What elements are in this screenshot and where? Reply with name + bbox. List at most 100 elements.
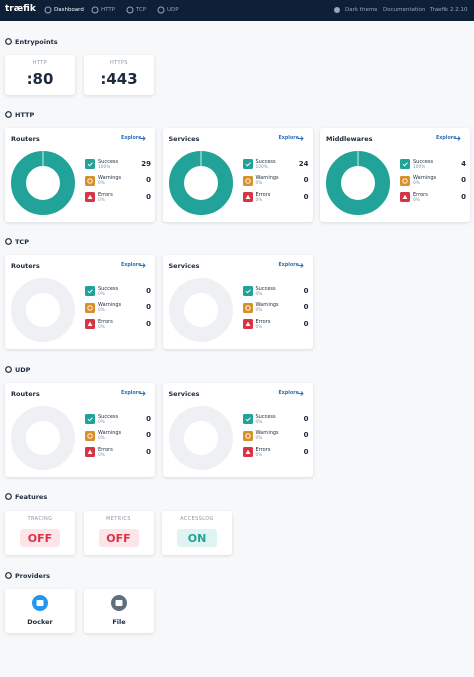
explore-link[interactable]: Explore: [278, 136, 299, 141]
section-title: Entrypoints: [15, 37, 58, 46]
status-icon: [85, 319, 95, 329]
section-icon: [5, 111, 12, 118]
status-count: 24: [298, 159, 309, 168]
explore-link[interactable]: Explore: [278, 263, 299, 268]
status-icon: [242, 302, 253, 313]
status-count: 0: [146, 319, 151, 328]
status-icon: [85, 302, 95, 313]
donut: [11, 406, 75, 470]
status-icon: [242, 430, 253, 441]
status-percent: 100%: [255, 164, 268, 170]
entrypoint-card: HTTPS:443: [84, 55, 154, 95]
status-percent: 0%: [255, 419, 263, 425]
status-icon: [85, 286, 95, 296]
provider-name: File: [112, 618, 126, 626]
documentation-link[interactable]: Documentation: [383, 6, 426, 13]
status-count: 0: [303, 192, 309, 201]
feature-state: OFF: [106, 532, 131, 545]
status-label: Success: [413, 158, 434, 165]
status-label: Warnings: [98, 430, 122, 436]
status-percent: 0%: [255, 181, 263, 186]
status-icon: [242, 319, 253, 329]
status-label: Warnings: [255, 175, 279, 181]
tab-icon: [126, 6, 134, 14]
status-label: Warnings: [98, 302, 122, 308]
dark-theme-toggle[interactable]: Dark theme: [345, 6, 378, 13]
section-icon: [5, 238, 12, 245]
status-count: 0: [303, 431, 309, 439]
nav-tab[interactable]: TCP: [136, 6, 147, 13]
status-label: Errors: [98, 191, 113, 198]
status-percent: 0%: [413, 181, 420, 186]
status-percent: 100%: [413, 164, 426, 170]
status-count: 0: [146, 431, 151, 439]
status-count: 0: [146, 192, 151, 201]
status-percent: 0%: [413, 197, 420, 203]
status-percent: 0%: [98, 308, 105, 313]
status-icon: [242, 175, 253, 186]
card-title: Services: [168, 390, 200, 398]
donut: [326, 151, 390, 215]
status-icon: [400, 159, 410, 169]
tab-icon: [44, 6, 52, 14]
feature-name: ACCESSLOG: [180, 517, 214, 522]
status-icon: [400, 175, 410, 186]
entrypoint-address: :80: [26, 70, 54, 88]
nav-tab[interactable]: Dashboard: [54, 6, 84, 13]
donut: [168, 151, 233, 215]
provider-icon: [111, 595, 127, 611]
status-label: Errors: [255, 318, 271, 325]
status-count: 0: [146, 414, 151, 423]
status-count: 0: [146, 447, 151, 456]
status-count: 0: [146, 303, 151, 311]
feature-card: TRACING OFF: [5, 511, 75, 555]
status-percent: 0%: [98, 324, 105, 330]
status-label: Success: [98, 285, 119, 292]
status-count: 0: [303, 286, 309, 295]
explore-link[interactable]: Explore: [121, 263, 142, 268]
top-nav: træfik Dashboard HTTP TCP UDP Dark theme Docum…: [0, 0, 474, 21]
feature-card: METRICS OFF: [83, 511, 154, 555]
arrow-icon: [297, 263, 304, 268]
status-icon: [85, 447, 95, 457]
status-percent: 0%: [98, 419, 105, 425]
donut: [11, 151, 75, 215]
status-percent: 0%: [255, 324, 263, 330]
status-icon: [85, 159, 95, 169]
stats-card: Services Explore Success 100% 24 Warnings 0% 0 E…: [162, 128, 313, 222]
card-title: Routers: [11, 390, 40, 398]
status-icon: [242, 192, 253, 202]
donut-track: [11, 278, 75, 342]
status-percent: 0%: [98, 197, 105, 203]
status-count: 0: [303, 447, 309, 456]
explore-link[interactable]: Explore: [121, 391, 142, 396]
donut-track: [11, 406, 75, 470]
card-title: Services: [168, 262, 200, 270]
status-label: Errors: [98, 446, 113, 453]
feature-badge: OFF: [98, 529, 139, 547]
nav-tab[interactable]: UDP: [167, 6, 179, 13]
status-percent: 0%: [255, 197, 263, 203]
status-label: Success: [255, 158, 276, 165]
section-icon: [5, 366, 12, 373]
explore-link[interactable]: Explore: [436, 136, 457, 141]
explore-link[interactable]: Explore: [278, 391, 299, 396]
status-icon: [85, 192, 95, 202]
status-icon: [400, 192, 410, 202]
stats-card: Middlewares Explore Success 100% 4 Warnings 0%…: [320, 128, 470, 222]
donut: [11, 278, 75, 342]
entrypoint-name: HTTPS: [110, 61, 128, 66]
provider-card: File: [84, 589, 154, 633]
feature-state: ON: [187, 532, 207, 545]
status-percent: 0%: [98, 436, 105, 441]
version: Traefik 2.2.10: [430, 6, 468, 13]
status-label: Errors: [98, 318, 113, 325]
nav-tab[interactable]: HTTP: [101, 6, 116, 13]
donut: [168, 278, 233, 342]
stats-card: Services Explore Success 0% 0 Warnings 0% 0 Erro…: [162, 255, 313, 349]
section-title: Providers: [15, 571, 51, 580]
status-count: 0: [146, 176, 151, 184]
explore-link[interactable]: Explore: [121, 136, 142, 141]
section-icon: [5, 572, 12, 579]
